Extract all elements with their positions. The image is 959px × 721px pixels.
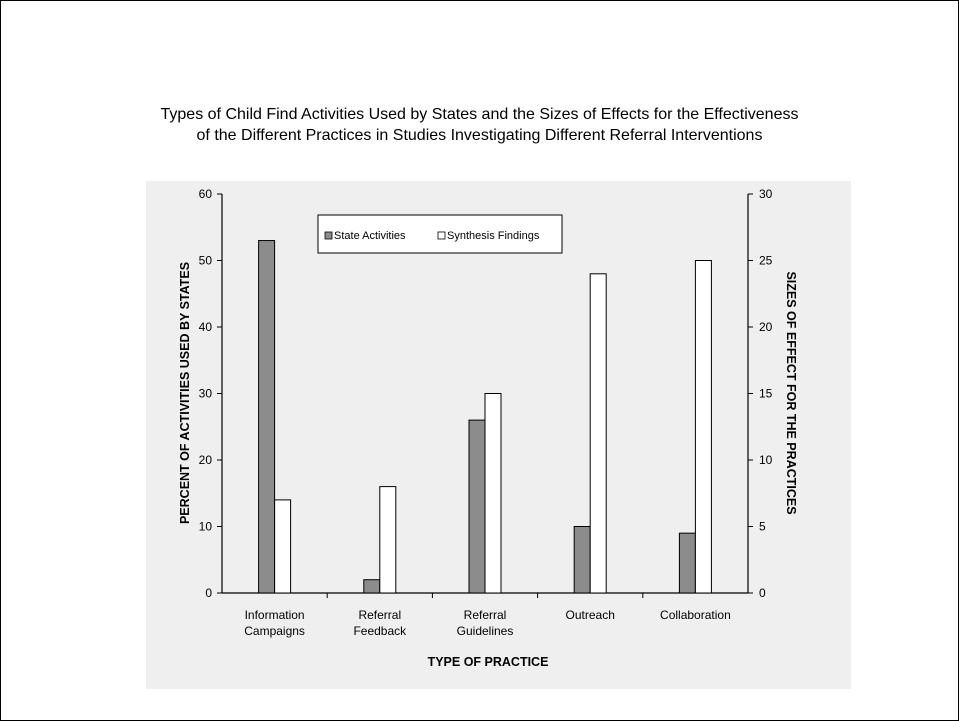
legend-swatch-state-activities [324,231,333,240]
legend-swatch-synthesis-findings [437,231,446,240]
y-right-tick-label: 0 [759,586,766,600]
y-axis-left-title: PERCENT OF ACTIVITIES USED BY STATES [178,262,192,524]
y-left-tick-label: 30 [199,387,213,401]
tick-labels-group: 0 10 20 30 40 50 60 0 5 10 15 20 25 30 [199,187,773,600]
x-category-label: Feedback [353,624,407,638]
chart-title: Types of Child Find Activities Used by S… [0,104,959,146]
legend: State Activities Synthesis Findings [317,214,563,254]
y-right-tick-label: 20 [759,320,773,334]
x-category-label: Campaigns [244,624,305,638]
legend-label-synthesis-findings: Synthesis Findings [447,230,540,242]
x-category-label: Referral [464,608,507,622]
y-right-tick-label: 5 [759,520,766,534]
category-labels-group: Information Campaigns Referral Feedback Refe… [244,608,731,638]
bar-synthesis-findings [484,393,502,594]
x-category-label: Referral [358,608,401,622]
y-right-tick-label: 15 [759,387,773,401]
bar-synthesis-findings [694,260,712,594]
y-left-tick-label: 20 [199,453,213,467]
y-right-tick-label: 10 [759,453,773,467]
bar-state-activities [678,532,696,594]
y-right-tick-label: 25 [759,254,773,268]
y-left-tick-label: 0 [205,586,212,600]
bar-state-activities [573,526,591,594]
y-left-tick-label: 10 [199,520,213,534]
x-category-label: Collaboration [660,608,731,622]
bars-group [258,240,712,594]
chart-title-line-2: of the Different Practices in Studies In… [196,127,763,144]
legend-label-state-activities: State Activities [334,230,406,242]
y-left-tick-label: 60 [199,187,213,201]
x-category-label: Information [245,608,305,622]
y-left-tick-label: 40 [199,320,213,334]
chart-title-line-1: Types of Child Find Activities Used by S… [160,106,799,123]
bar-state-activities [363,579,381,594]
y-left-tick-label: 50 [199,254,213,268]
x-axis-title: TYPE OF PRACTICE [428,655,549,669]
y-axis-right-title: SIZES OF EFFECT FOR THE PRACTICES [784,271,798,514]
x-category-label: Outreach [566,608,615,622]
bar-state-activities [258,240,276,594]
x-category-label: Guidelines [457,624,514,638]
y-right-tick-label: 30 [759,187,773,201]
bar-state-activities [468,419,486,594]
bar-synthesis-findings [589,273,607,594]
bar-synthesis-findings [274,499,292,594]
bar-synthesis-findings [379,486,397,594]
